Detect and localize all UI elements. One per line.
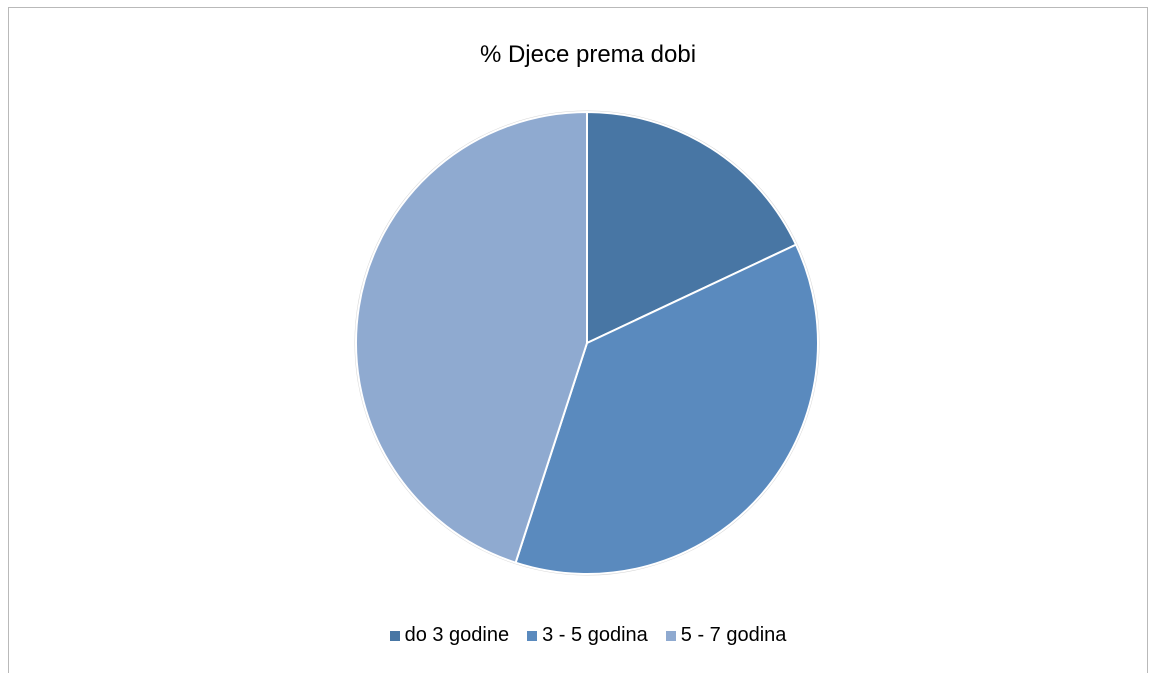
legend-item: do 3 godine	[389, 624, 510, 647]
legend-swatch	[665, 630, 676, 641]
legend-swatch	[527, 630, 538, 641]
chart-legend: do 3 godine 3 - 5 godina 5 - 7 godina	[0, 624, 1152, 647]
legend-swatch	[389, 630, 400, 641]
legend-label: 5 - 7 godina	[680, 624, 787, 646]
pie-slice-3	[355, 110, 588, 564]
pie-slice-1	[586, 110, 798, 345]
pie-slice-2	[514, 243, 819, 575]
chart-title: % Djece prema dobi	[479, 41, 697, 68]
legend-item: 5 - 7 godina	[665, 624, 787, 647]
legend-label: 3 - 5 godina	[542, 624, 648, 646]
legend-item: 3 - 5 godina	[527, 624, 648, 647]
legend-label: do 3 godine	[404, 624, 510, 646]
